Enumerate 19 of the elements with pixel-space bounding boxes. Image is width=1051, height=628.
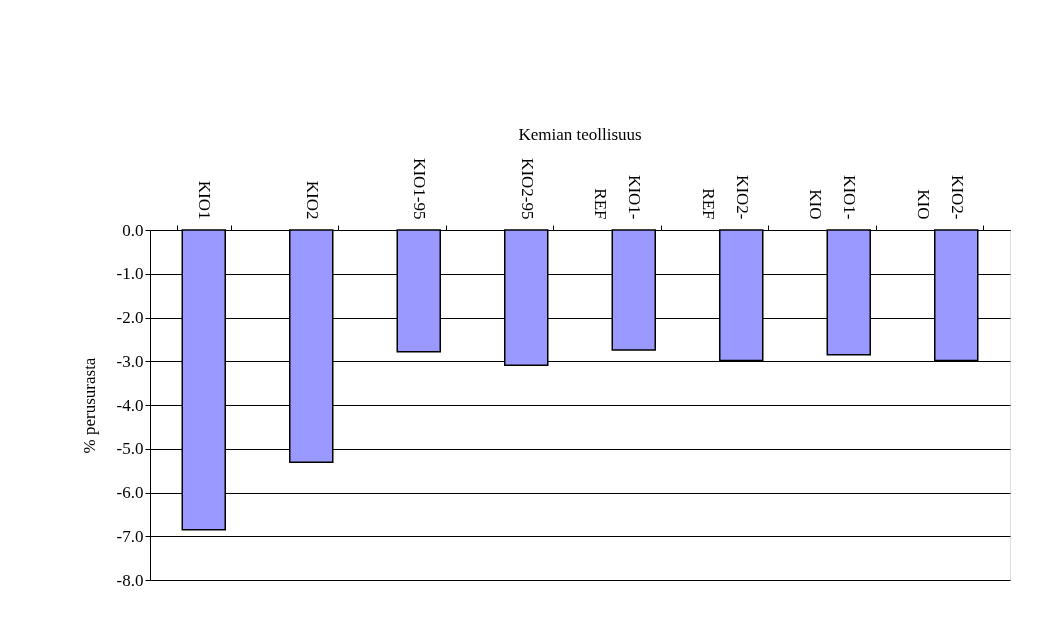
y-tick-label: 0.0 — [122, 220, 144, 240]
y-tick-label: -7.0 — [116, 526, 144, 546]
x-tick-label: KIO2-95 — [517, 158, 537, 220]
y-tick-label: -4.0 — [116, 395, 144, 415]
y-tick-label: -5.0 — [116, 439, 144, 459]
chart-title: Kemian teollisuus — [518, 124, 642, 144]
y-axis-title: % perusurasta — [79, 357, 99, 454]
x-tick-label: KIO2 — [302, 180, 322, 220]
y-tick-label: -3.0 — [116, 351, 144, 371]
x-tick-label: KIO1 — [195, 180, 215, 220]
x-tick-label: KIO1-REF — [591, 175, 645, 220]
y-tick-label: -1.0 — [116, 264, 144, 284]
x-tick-label: KIO2-REF — [698, 175, 752, 220]
x-tick-label: KIO2-KIO — [913, 175, 967, 220]
y-tick-label: -6.0 — [116, 483, 144, 502]
y-tick-label: -8.0 — [116, 570, 144, 590]
y-tick-label: -2.0 — [116, 308, 144, 327]
x-tick-label: KIO1-95 — [410, 158, 430, 220]
x-tick-label: KIO1-KIO — [806, 175, 860, 220]
